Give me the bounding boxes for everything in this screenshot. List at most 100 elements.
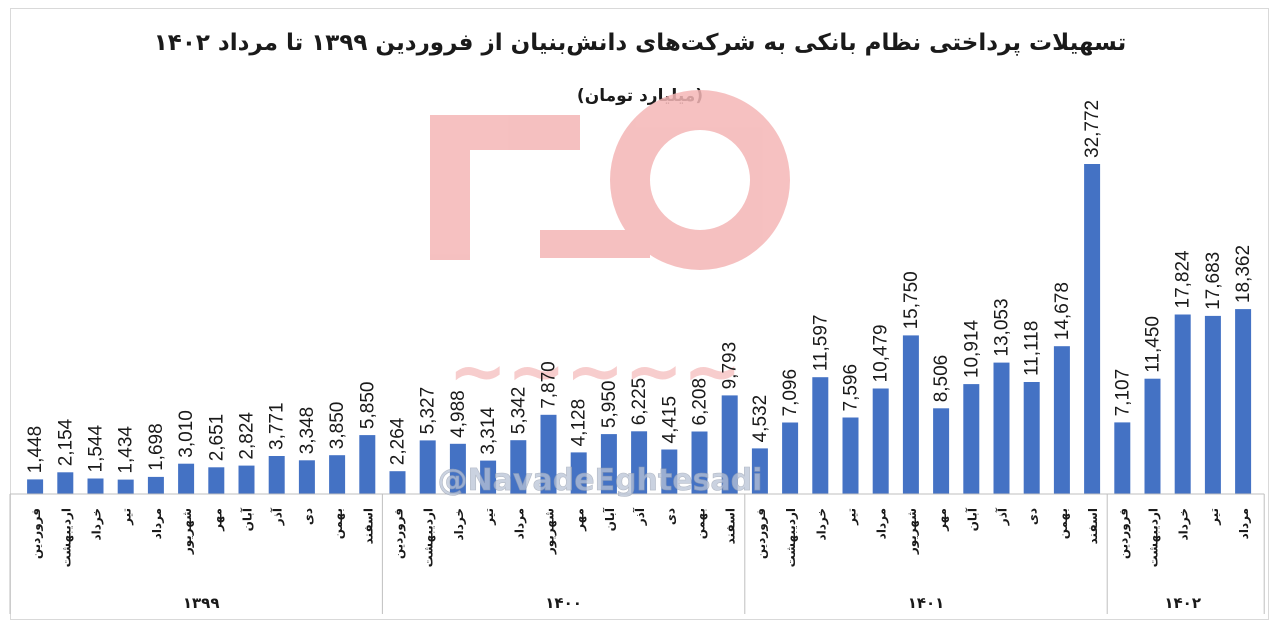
bar-۱۴۰۱-4 [842, 417, 859, 494]
bar-۱۴۰۱-7 [933, 408, 950, 494]
bar-۱۴۰۲-5 [1235, 309, 1252, 494]
bar-۱۴۰۰-11 [691, 431, 708, 494]
value-label: 2,651 [206, 414, 227, 462]
category-label: فروردین [1116, 508, 1131, 559]
year-label: ۱۳۹۹ [183, 594, 220, 612]
category-label: مرداد [875, 508, 889, 539]
bar-۱۴۰۱-10 [1023, 382, 1040, 494]
category-label: آذر [995, 507, 1010, 526]
category-label: خرداد [1177, 508, 1191, 541]
category-label: شهریور [905, 508, 920, 555]
value-label: 7,596 [841, 364, 862, 412]
year-label: ۱۴۰۲ [1164, 594, 1201, 612]
value-label: 5,950 [599, 381, 620, 429]
category-label: آبان [602, 507, 617, 531]
category-label: اسفند [1086, 508, 1100, 544]
bar-۱۴۰۰-2 [419, 440, 436, 494]
bar-۱۳۹۹-9 [268, 456, 285, 494]
svg-text:~~~~~: ~~~~~ [448, 330, 741, 412]
category-label: فروردین [392, 508, 407, 559]
category-label: فروردین [29, 508, 44, 559]
bar-۱۴۰۰-6 [540, 414, 557, 494]
bar-۱۴۰۰-12 [721, 395, 738, 494]
bar-۱۴۰۲-3 [1174, 314, 1191, 494]
bar-۱۴۰۰-7 [570, 452, 587, 494]
value-label: 10,479 [871, 324, 892, 382]
bar-۱۳۹۹-1 [27, 479, 44, 494]
bar-۱۴۰۰-10 [661, 449, 678, 494]
value-label: 8,506 [931, 355, 952, 403]
category-label: مرداد [512, 508, 526, 539]
value-label: 1,448 [25, 426, 46, 474]
bar-۱۳۹۹-3 [87, 478, 104, 494]
category-label: آذر [270, 507, 285, 526]
bar-۱۳۹۹-8 [238, 465, 255, 494]
category-label: خرداد [814, 508, 828, 541]
value-label: 1,544 [86, 425, 107, 473]
value-label: 2,154 [55, 418, 76, 466]
category-label: تیر [120, 508, 134, 526]
value-label: 7,096 [780, 369, 801, 417]
value-label: 4,415 [659, 396, 680, 444]
bar-۱۴۰۱-2 [782, 422, 799, 494]
chart-title: تسهیلات پرداختی نظام بانکی به شرکت‌های د… [153, 30, 1127, 56]
value-label: 5,327 [418, 387, 439, 435]
value-label: 11,450 [1143, 316, 1164, 373]
bar-۱۴۰۱-5 [872, 388, 889, 494]
bar-۱۴۰۰-5 [510, 440, 527, 494]
bar-۱۴۰۰-1 [389, 471, 406, 494]
bar-۱۴۰۱-9 [993, 362, 1010, 494]
bar-۱۴۰۱-3 [812, 377, 829, 494]
category-label: مهر [935, 508, 949, 532]
value-label: 1,434 [116, 426, 137, 474]
category-label: اسفند [724, 508, 738, 544]
category-label: آبان [240, 507, 255, 531]
bar-۱۴۰۱-12 [1084, 164, 1101, 494]
category-label: مهر [573, 508, 587, 532]
watermark-logo-icon: ~~~~~ [430, 90, 790, 412]
value-label: 17,683 [1203, 252, 1224, 310]
value-label: 2,264 [388, 417, 409, 465]
value-label: 3,314 [478, 407, 499, 455]
category-label: اردیبهشت [422, 508, 436, 567]
value-label: 5,850 [357, 382, 378, 430]
bar-۱۳۹۹-5 [147, 476, 164, 494]
bar-۱۴۰۱-1 [751, 448, 768, 494]
value-label: 7,107 [1112, 369, 1133, 417]
category-label: تیر [1207, 508, 1221, 526]
category-label: دی [663, 508, 677, 525]
category-label: مهر [210, 508, 224, 532]
chart-frame [10, 8, 1269, 620]
value-label: 6,208 [690, 378, 711, 426]
bar-۱۳۹۹-7 [208, 467, 225, 494]
value-label: 1,698 [146, 423, 167, 471]
category-label: شهریور [543, 508, 558, 555]
category-label: تیر [845, 508, 859, 526]
bar-۱۴۰۲-1 [1114, 422, 1131, 494]
bar-۱۴۰۱-11 [1053, 346, 1070, 494]
value-label: 5,342 [508, 387, 529, 435]
category-label: آبان [964, 507, 979, 531]
value-label: 10,914 [961, 320, 982, 379]
bar-۱۳۹۹-4 [117, 479, 134, 494]
value-label: 15,750 [901, 271, 922, 329]
category-label: شهریور [180, 508, 195, 555]
bar-۱۳۹۹-10 [298, 460, 315, 494]
category-label: اردیبهشت [784, 508, 798, 567]
bar-۱۴۰۲-2 [1144, 378, 1161, 494]
value-label: 13,053 [992, 298, 1013, 356]
value-label: 2,824 [237, 412, 258, 460]
category-label: خرداد [452, 508, 466, 541]
value-label: 6,225 [629, 378, 650, 426]
category-label: اسفند [361, 508, 375, 544]
bar-۱۴۰۰-4 [480, 460, 497, 494]
bar-۱۳۹۹-6 [178, 463, 195, 494]
category-label: دی [301, 508, 315, 525]
bar-۱۴۰۰-9 [631, 431, 648, 494]
category-label: مرداد [150, 508, 164, 539]
category-label: تیر [482, 508, 496, 526]
bar-۱۳۹۹-12 [359, 435, 376, 494]
value-label: 17,824 [1173, 250, 1194, 309]
category-label: دی [1026, 508, 1040, 525]
